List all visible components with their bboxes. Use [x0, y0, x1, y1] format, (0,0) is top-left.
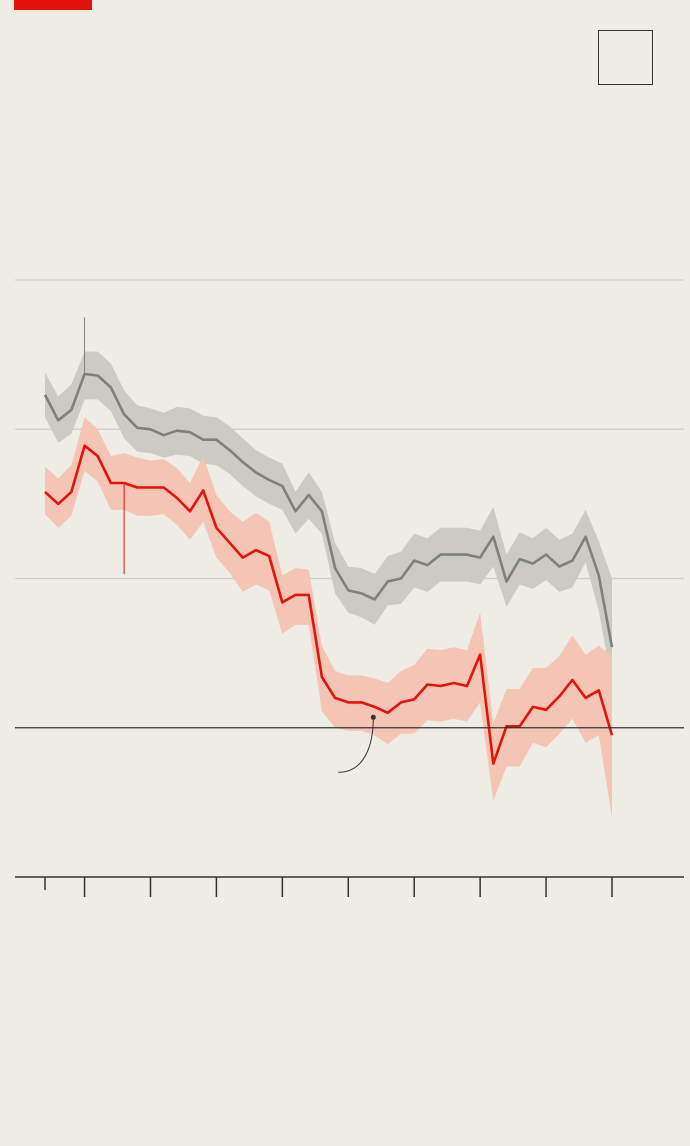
series-lines — [43, 372, 614, 765]
callout-dot — [370, 714, 376, 720]
grey-confidence-band — [45, 351, 612, 683]
red-confidence-band — [45, 417, 612, 818]
red-series-line — [44, 444, 614, 765]
x-axis — [15, 727, 684, 897]
callout-marker — [338, 714, 376, 773]
empty-legend-box — [598, 30, 653, 85]
brand-bar — [14, 0, 92, 10]
grey-series-line — [43, 372, 614, 648]
annotation-leaders — [84, 317, 125, 575]
callout-leader — [338, 717, 374, 773]
confidence-bands — [45, 351, 612, 818]
